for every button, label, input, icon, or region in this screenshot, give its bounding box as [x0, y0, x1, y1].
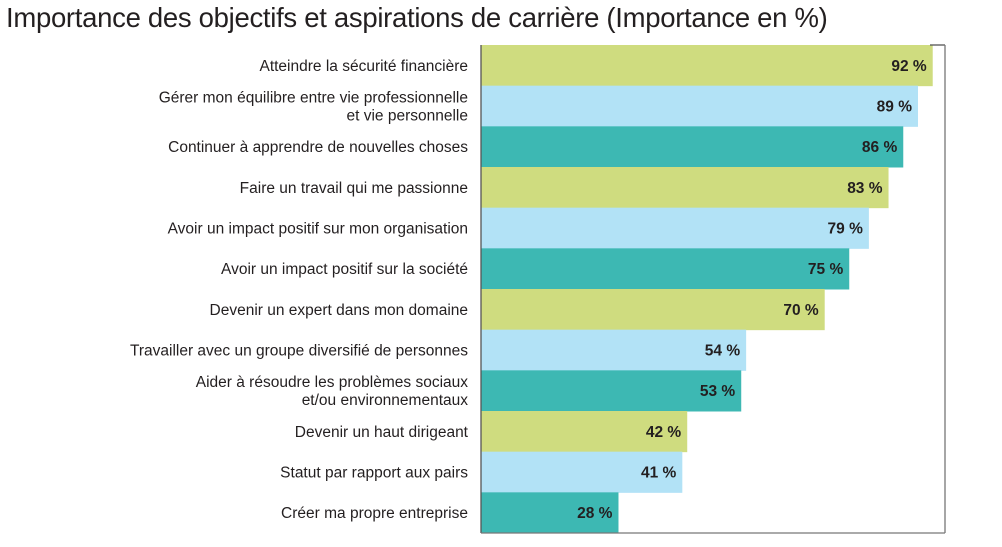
category-label-line: Atteindre la sécurité financière	[259, 58, 468, 75]
value-label: 83 %	[847, 180, 883, 197]
value-label: 70 %	[783, 302, 819, 319]
category-label-line: Aider à résoudre les problèmes sociaux	[196, 374, 468, 391]
bar	[481, 85, 918, 127]
category-label-line: Continuer à apprendre de nouvelles chose…	[168, 139, 468, 156]
value-label: 41 %	[641, 465, 677, 482]
category-label: Continuer à apprendre de nouvelles chose…	[168, 139, 468, 156]
value-label: 89 %	[877, 99, 913, 116]
value-labels-group: 92 % 89 % 86 % 83 % 79 % 75 % 70 % 54 % 53 % 42 %…	[577, 58, 927, 522]
category-label: Devenir un expert dans mon domaine	[210, 302, 468, 319]
bar	[481, 45, 933, 87]
bar	[481, 248, 850, 290]
category-label: Aider à résoudre les problèmes sociaux et…	[196, 374, 468, 409]
category-label: Créer ma propre entreprise	[281, 505, 468, 522]
category-label-line: Gérer mon équilibre entre vie profession…	[159, 90, 468, 107]
plot-frame	[480, 44, 946, 534]
bars-group	[481, 45, 933, 534]
category-label-line: Statut par rapport aux pairs	[280, 465, 468, 482]
value-label: 79 %	[828, 221, 864, 238]
category-label: Statut par rapport aux pairs	[280, 465, 468, 482]
category-label-line: Faire un travail qui me passionne	[240, 180, 468, 197]
value-label: 28 %	[577, 505, 613, 522]
bar	[481, 451, 683, 493]
category-label-line: Créer ma propre entreprise	[281, 505, 468, 522]
bar	[481, 126, 904, 168]
category-labels-group: Atteindre la sécurité financière Gérer mo…	[130, 58, 469, 522]
bar	[481, 370, 742, 412]
bar	[481, 207, 869, 249]
category-label: Atteindre la sécurité financière	[259, 58, 468, 75]
category-label: Gérer mon équilibre entre vie profession…	[159, 90, 468, 125]
bar	[481, 411, 688, 453]
category-label: Faire un travail qui me passionne	[240, 180, 468, 197]
category-label: Devenir un haut dirigeant	[295, 424, 469, 441]
value-label: 75 %	[808, 261, 844, 278]
category-label: Travailler avec un groupe diversifié de …	[130, 343, 468, 360]
category-label-line: et/ou environnementaux	[302, 392, 469, 409]
category-label-line: Travailler avec un groupe diversifié de …	[130, 343, 468, 360]
bar	[481, 329, 747, 371]
category-label: Avoir un impact positif sur la société	[221, 261, 468, 278]
category-label-line: et vie personnelle	[347, 108, 469, 125]
value-label: 54 %	[705, 343, 741, 360]
value-label: 86 %	[862, 139, 898, 156]
category-label-line: Avoir un impact positif sur la société	[221, 261, 468, 278]
value-label: 92 %	[891, 58, 927, 75]
category-label: Avoir un impact positif sur mon organisa…	[168, 221, 468, 238]
bar	[481, 289, 825, 331]
bar	[481, 492, 619, 534]
category-label-line: Avoir un impact positif sur mon organisa…	[168, 221, 468, 238]
category-label-line: Devenir un expert dans mon domaine	[210, 302, 468, 319]
category-label-line: Devenir un haut dirigeant	[295, 424, 469, 441]
value-label: 53 %	[700, 383, 736, 400]
chart-title: Importance des objectifs et aspirations …	[6, 2, 828, 33]
bar	[481, 167, 889, 209]
value-label: 42 %	[646, 424, 682, 441]
